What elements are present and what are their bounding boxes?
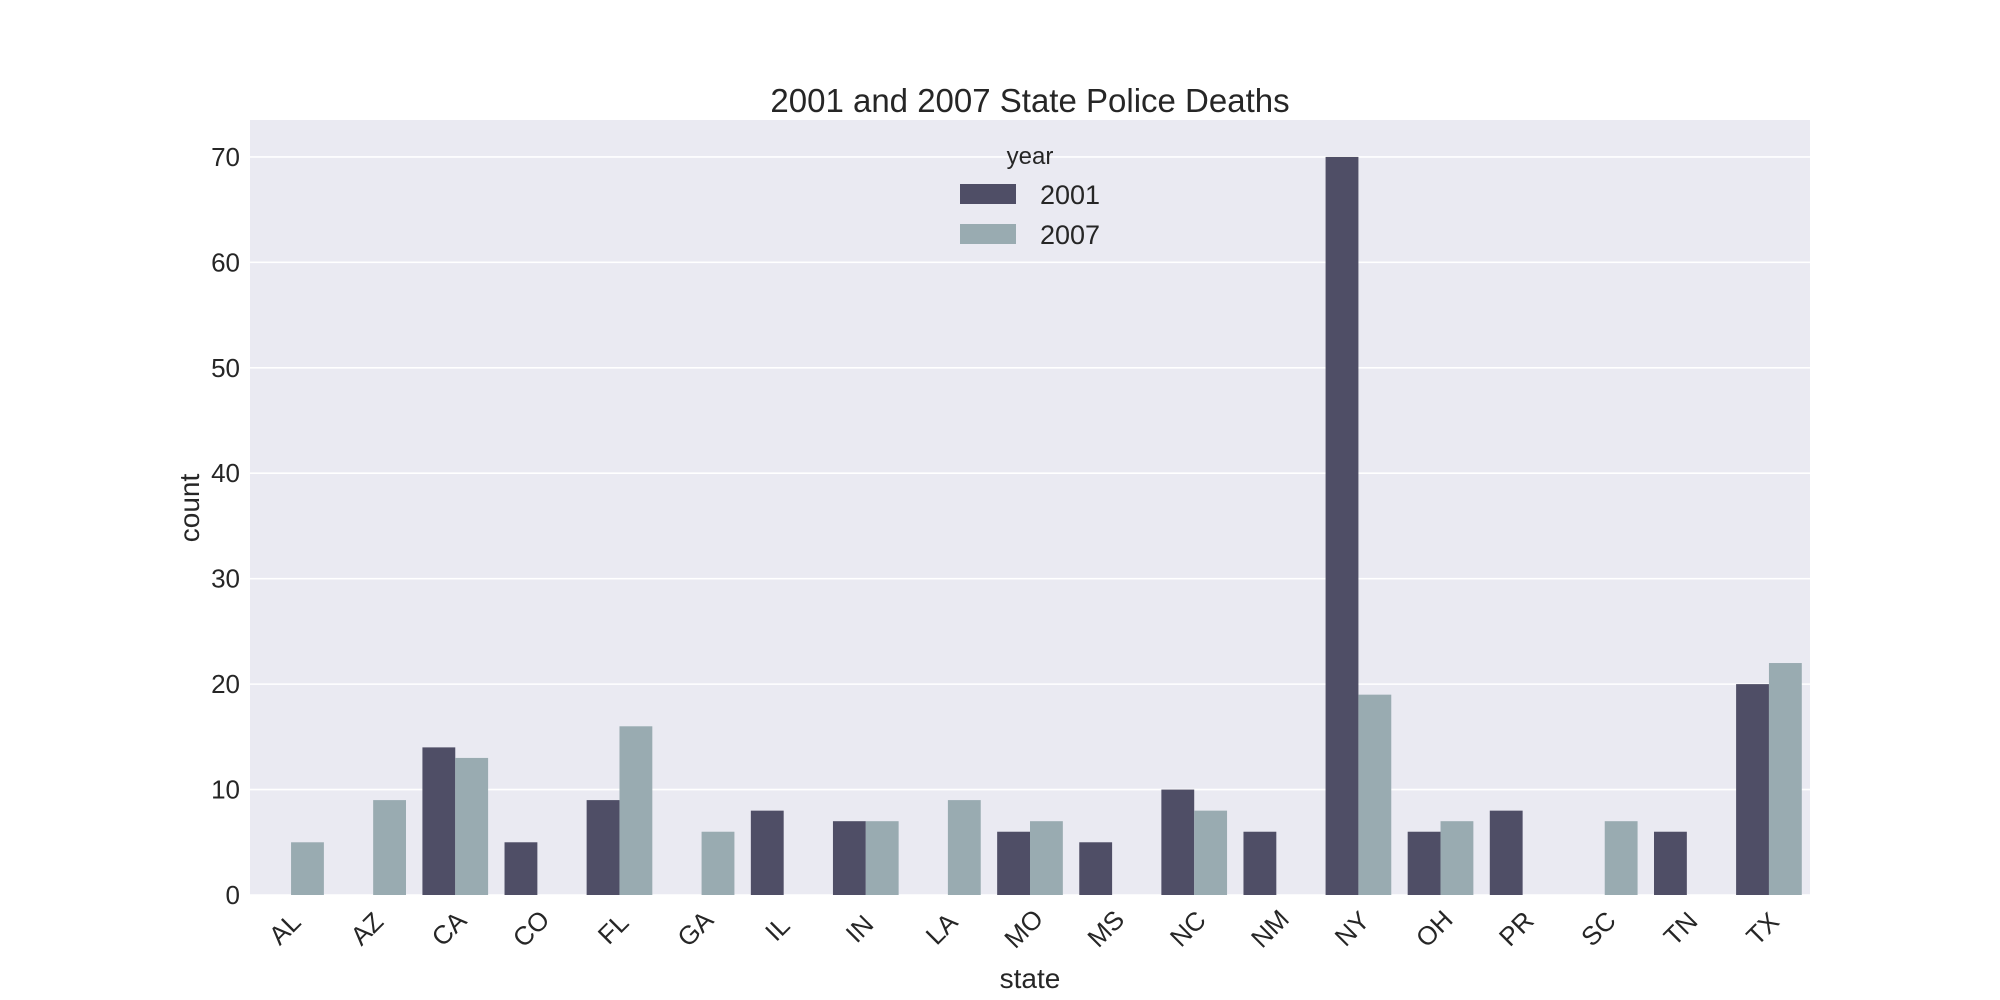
bar-mo-2001 xyxy=(997,831,1030,895)
y-tick-label-20: 20 xyxy=(211,669,240,699)
bar-fl-2007 xyxy=(619,726,653,895)
y-tick-label-40: 40 xyxy=(211,458,240,488)
bar-al-2007 xyxy=(291,842,324,895)
bar-la-2007 xyxy=(947,800,981,895)
legend-label-2007: 2007 xyxy=(1040,220,1100,250)
bar-ga-2007 xyxy=(701,831,735,895)
bar-tx-2001 xyxy=(1736,684,1769,895)
legend-swatch-2007 xyxy=(960,224,1016,244)
plot-area xyxy=(250,120,1810,895)
x-tick-label-nc: NC xyxy=(1164,905,1212,953)
x-tick-label-ca: CA xyxy=(426,905,473,952)
x-tick-label-pr: PR xyxy=(1493,905,1540,952)
bar-ny-2007 xyxy=(1358,694,1392,895)
bar-il-2001 xyxy=(750,810,784,895)
x-axis-title: state xyxy=(1000,963,1061,994)
x-tick-label-fl: FL xyxy=(592,907,635,950)
y-tick-label-50: 50 xyxy=(211,353,240,383)
chart-title: 2001 and 2007 State Police Deaths xyxy=(770,82,1289,119)
y-tick-labels: 0 10 20 30 40 50 60 70 xyxy=(211,142,240,910)
bar-in-2001 xyxy=(832,821,866,895)
bar-tx-2007 xyxy=(1768,663,1802,895)
legend-swatch-2001 xyxy=(960,184,1016,204)
y-tick-label-0: 0 xyxy=(226,880,240,910)
y-tick-label-60: 60 xyxy=(211,247,240,277)
x-tick-label-mo: MO xyxy=(998,903,1049,954)
x-tick-labels: AL AZ CA CO FL GA IL IN LA MO MS NC NM NY OH PR SC TN TX xyxy=(263,903,1785,954)
x-tick-label-la: LA xyxy=(920,906,964,950)
bar-ny-2001 xyxy=(1325,156,1359,895)
x-tick-label-sc: SC xyxy=(1575,905,1622,952)
x-tick-label-ms: MS xyxy=(1081,904,1130,953)
y-axis-title: count xyxy=(174,474,205,543)
bar-pr-2001 xyxy=(1489,810,1523,895)
x-tick-label-ga: GA xyxy=(671,904,719,952)
bar-ca-2001 xyxy=(422,747,456,895)
x-tick-label-ny: NY xyxy=(1329,905,1376,952)
bar-tn-2001 xyxy=(1654,831,1687,895)
legend-title: year xyxy=(1007,143,1054,170)
bar-oh-2001 xyxy=(1407,831,1441,895)
bar-co-2001 xyxy=(504,842,538,895)
bar-sc-2007 xyxy=(1604,821,1638,895)
x-tick-label-oh: OH xyxy=(1410,904,1459,953)
x-tick-label-az: AZ xyxy=(344,906,389,951)
x-tick-label-nm: NM xyxy=(1245,904,1295,954)
legend-label-2001: 2001 xyxy=(1040,180,1100,210)
x-tick-label-il: IL xyxy=(759,910,796,947)
bar-oh-2007 xyxy=(1440,821,1474,895)
y-tick-label-10: 10 xyxy=(211,775,240,805)
x-tick-label-co: CO xyxy=(507,904,556,953)
bar-fl-2001 xyxy=(586,800,620,895)
x-tick-label-in: IN xyxy=(840,909,880,949)
x-tick-label-tx: TX xyxy=(1740,906,1785,951)
bar-az-2007 xyxy=(373,800,406,895)
bar-nc-2001 xyxy=(1161,789,1195,895)
x-tick-label-al: AL xyxy=(263,907,307,951)
bar-nm-2001 xyxy=(1243,831,1277,895)
bar-ca-2007 xyxy=(455,757,489,895)
y-tick-label-70: 70 xyxy=(211,142,240,172)
legend: year 2001 2007 xyxy=(960,143,1100,250)
bar-ms-2001 xyxy=(1079,842,1113,895)
x-tick-label-tn: TN xyxy=(1658,906,1704,952)
bar-in-2007 xyxy=(865,821,899,895)
bar-nc-2007 xyxy=(1194,810,1228,895)
bars xyxy=(291,156,1802,895)
y-tick-label-30: 30 xyxy=(211,564,240,594)
bar-mo-2007 xyxy=(1030,821,1063,895)
